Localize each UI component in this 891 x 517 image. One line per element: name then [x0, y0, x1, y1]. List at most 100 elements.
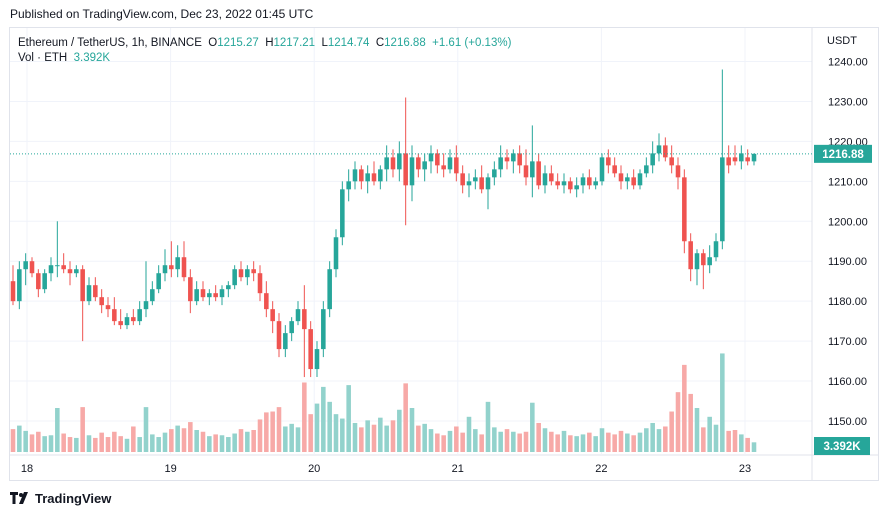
published-caption: Published on TradingView.com, Dec 23, 20… — [10, 7, 314, 21]
candle-body — [321, 309, 326, 350]
volume-value: 3.392K — [73, 52, 111, 64]
candle-body — [245, 269, 250, 278]
volume-bar — [245, 431, 250, 452]
candle-body — [580, 177, 586, 186]
y-tick-label: 1150.00 — [828, 416, 867, 428]
candle-body — [340, 189, 345, 238]
candle-body — [682, 177, 687, 242]
volume-bar — [688, 393, 693, 452]
candle-body — [694, 253, 700, 270]
volume-bar — [390, 420, 396, 452]
volume-bar — [137, 437, 142, 452]
candle-body — [99, 297, 104, 306]
candle-body — [371, 173, 377, 182]
volume-bar — [612, 434, 617, 452]
volume-bar — [542, 428, 548, 452]
volume-bar — [264, 412, 269, 452]
candle-body — [333, 237, 339, 270]
volume-bar — [131, 426, 136, 452]
volume-bar — [207, 436, 212, 452]
candle-body — [561, 181, 567, 186]
volume-bar — [295, 427, 301, 452]
volume-bar — [200, 431, 206, 452]
candle-body — [226, 285, 231, 290]
volume-bar — [498, 431, 503, 452]
candle-body — [346, 181, 351, 190]
volume-bar — [707, 416, 712, 452]
candle-body — [257, 273, 263, 294]
volume-bar — [226, 437, 231, 452]
last-price-marker: 1216.88 3.392K — [10, 144, 872, 455]
volume-bar — [460, 432, 465, 452]
candle-body — [181, 257, 187, 278]
candle-body — [67, 269, 73, 274]
volume-bar — [656, 429, 662, 452]
volume-bar — [732, 430, 738, 452]
candle-body — [238, 269, 244, 278]
last-price-badge — [814, 144, 872, 163]
candle-body — [200, 289, 206, 298]
candle-body — [441, 165, 446, 170]
candle-body — [276, 321, 282, 350]
volume-bar — [219, 435, 225, 452]
volume-bar — [105, 437, 111, 452]
open-label: O — [208, 37, 218, 49]
volume-bar — [257, 419, 263, 452]
volume-bar — [694, 408, 700, 452]
candle-body — [447, 157, 453, 170]
footer-brand[interactable]: TradingView — [10, 491, 111, 506]
volume-bar — [194, 430, 199, 452]
candle-body — [270, 309, 275, 322]
volume-bar — [42, 436, 47, 452]
volume-bar — [726, 430, 731, 452]
y-tick-label: 1200.00 — [828, 216, 868, 228]
y-tick-label: 1190.00 — [828, 256, 867, 268]
volume-bar — [720, 353, 725, 452]
volume-bar — [650, 422, 655, 452]
candle-body — [308, 329, 313, 370]
volume-bar — [302, 382, 307, 452]
volume-bar — [112, 431, 117, 452]
time-axis: 18 19 20 21 22 23 — [21, 463, 751, 475]
volume-label: Vol · ETH — [18, 52, 68, 64]
candle-body — [397, 153, 402, 170]
candle-body — [359, 169, 364, 182]
candle-body — [498, 157, 503, 170]
open-value: 1215.27 — [217, 37, 259, 49]
candle-body — [112, 309, 117, 322]
candle-body — [23, 261, 28, 270]
volume-bar — [530, 402, 535, 452]
volume-bar — [283, 426, 288, 452]
volume-bar — [751, 442, 757, 452]
candle-body — [726, 157, 731, 166]
volume-bar — [397, 409, 402, 452]
candle-body — [631, 177, 636, 186]
candle-body — [295, 309, 301, 322]
candle-body — [219, 289, 225, 298]
price-axis: 1150.00 1160.00 1170.00 1180.00 1190.00 1200.… — [827, 35, 868, 428]
volume-bar — [333, 414, 339, 452]
symbol-label[interactable]: Ethereum / TetherUS, 1h, BINANCE — [18, 37, 202, 49]
volume-bar — [409, 408, 415, 452]
candle-body — [599, 157, 605, 182]
candle-body — [384, 157, 389, 170]
x-tick-label: 20 — [308, 463, 320, 475]
volume-bar — [403, 383, 408, 452]
volume-bar — [162, 432, 168, 452]
candle-body — [612, 165, 617, 174]
y-tick-label: 1210.00 — [828, 176, 868, 188]
candle-body — [707, 257, 712, 266]
candle-body — [606, 157, 611, 166]
candle-body — [74, 269, 79, 274]
high-value: 1217.21 — [273, 37, 316, 49]
close-value: 1216.88 — [384, 37, 426, 49]
candle-body — [55, 265, 60, 267]
volume-bars — [10, 353, 757, 452]
x-tick-label: 18 — [21, 463, 33, 475]
candle-body — [530, 161, 535, 178]
volume-bar — [169, 429, 174, 452]
volume-bar — [435, 433, 440, 452]
chart-legend: Ethereum / TetherUS, 1h, BINANCE O1215.2… — [18, 35, 511, 51]
candle-body — [289, 321, 294, 334]
